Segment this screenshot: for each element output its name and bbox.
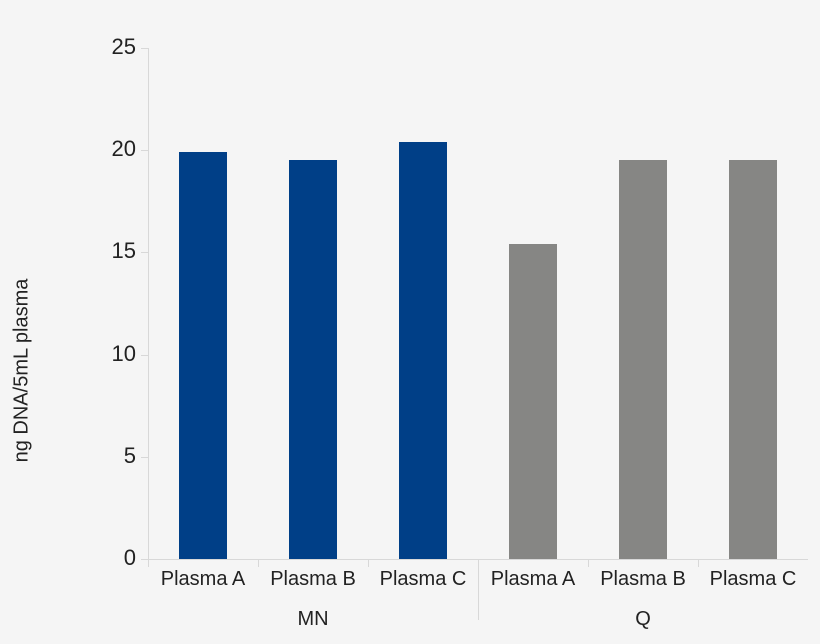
x-tick-mark: [588, 559, 589, 567]
bar-mn-plasma-a: [179, 152, 227, 559]
bar-q-plasma-a: [509, 244, 557, 559]
x-group-label: MN: [297, 608, 329, 630]
bar-mn-plasma-b: [289, 160, 337, 559]
y-tick-label: 15: [111, 238, 136, 263]
y-axis-label: ng DNA/5mL plasma: [10, 278, 33, 463]
x-axis-line: [141, 559, 808, 560]
x-category-label: Plasma C: [379, 568, 467, 590]
x-category-label: Plasma B: [270, 568, 356, 590]
x-tick-mark: [258, 559, 259, 567]
group-divider: [478, 559, 479, 620]
x-tick-mark: [698, 559, 699, 567]
y-tick-mark: [141, 457, 148, 458]
x-category-label: Plasma A: [160, 568, 246, 590]
y-axis-line: [148, 48, 149, 559]
x-category-label: Plasma B: [600, 568, 686, 590]
bar-q-plasma-b: [619, 160, 667, 559]
y-tick-mark: [141, 252, 148, 253]
x-tick-mark: [148, 559, 149, 567]
y-tick-mark: [141, 355, 148, 356]
y-tick-mark: [141, 150, 148, 151]
x-category-label: Plasma A: [490, 568, 576, 590]
bar-mn-plasma-c: [399, 142, 447, 559]
y-tick-label: 25: [111, 34, 136, 59]
x-tick-mark: [368, 559, 369, 567]
y-tick-mark: [141, 48, 148, 49]
y-tick-label: 10: [111, 341, 136, 366]
x-group-label: Q: [635, 608, 651, 630]
y-tick-label: 5: [123, 443, 136, 468]
bar-q-plasma-c: [729, 160, 777, 559]
x-category-label: Plasma C: [709, 568, 797, 590]
y-tick-label: 0: [123, 545, 136, 570]
y-tick-label: 20: [111, 136, 136, 161]
